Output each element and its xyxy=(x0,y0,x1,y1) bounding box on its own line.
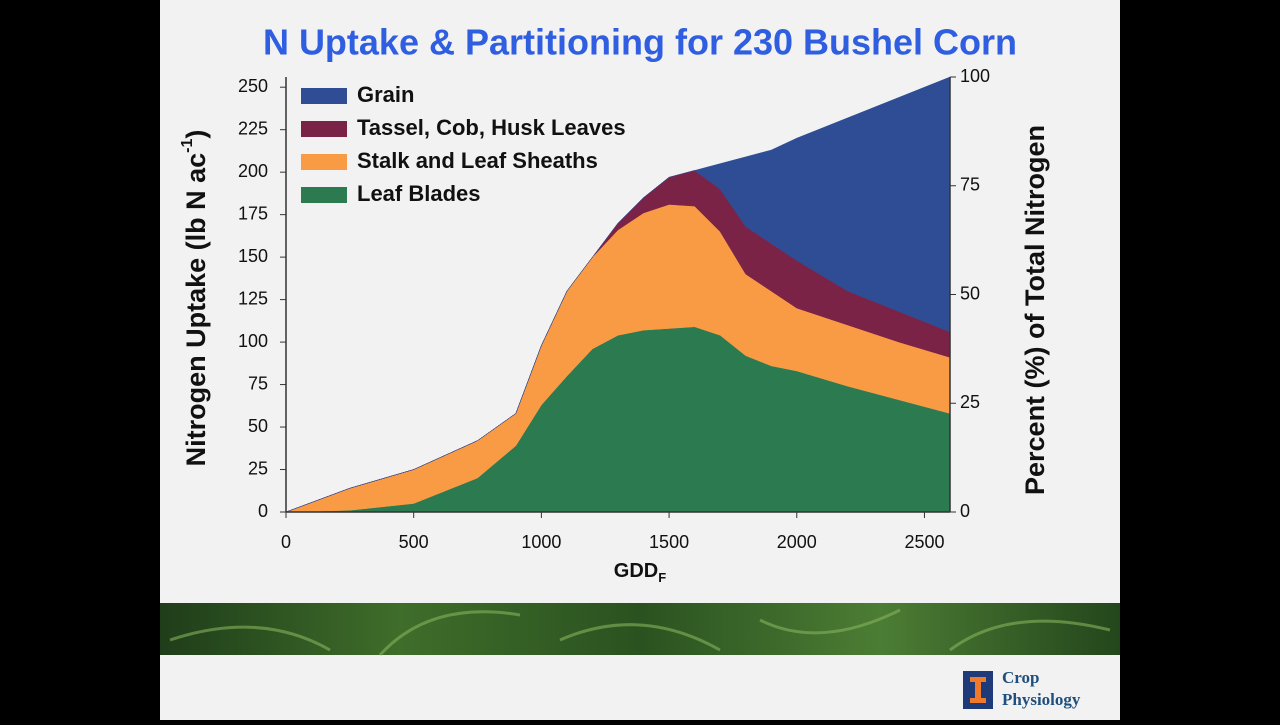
x-tick-label: 2000 xyxy=(777,532,817,552)
y-axis-label: Nitrogen Uptake (lb N ac-1) xyxy=(179,130,211,467)
x-label-sub: F xyxy=(658,570,666,585)
corn-banner xyxy=(160,603,1120,655)
x-label-text: GDD xyxy=(614,560,658,582)
legend-swatch xyxy=(301,88,347,104)
x-tick-label: 0 xyxy=(281,532,291,552)
logo-text: Crop xyxy=(1002,668,1039,687)
y-tick-label: 25 xyxy=(248,458,268,478)
y-tick-label: 125 xyxy=(238,288,268,308)
y-tick-label: 100 xyxy=(238,331,268,351)
x-tick-label: 1000 xyxy=(521,532,561,552)
x-tick-label: 2500 xyxy=(904,532,944,552)
legend-label: Tassel, Cob, Husk Leaves xyxy=(357,115,626,140)
y-label-sup: -1 xyxy=(179,139,196,153)
y2-tick-label: 75 xyxy=(960,175,980,195)
y-tick-label: 150 xyxy=(238,246,268,266)
logo-i xyxy=(970,677,986,703)
y-tick-label: 200 xyxy=(238,161,268,181)
y-label-suffix: ) xyxy=(181,130,211,139)
y-label-text: Nitrogen Uptake (lb N ac xyxy=(181,153,211,467)
y-tick-label: 175 xyxy=(238,203,268,223)
legend-label: Leaf Blades xyxy=(357,181,481,206)
legend-swatch xyxy=(301,121,347,137)
y-tick-label: 0 xyxy=(258,501,268,521)
y2-tick-label: 25 xyxy=(960,392,980,412)
y-tick-label: 225 xyxy=(238,118,268,138)
legend-label: Grain xyxy=(357,82,414,107)
legend-swatch xyxy=(301,154,347,170)
chart-title: N Uptake & Partitioning for 230 Bushel C… xyxy=(263,22,1017,63)
legend-swatch xyxy=(301,187,347,203)
y2-tick-label: 100 xyxy=(960,66,990,86)
x-tick-label: 1500 xyxy=(649,532,689,552)
y-tick-label: 250 xyxy=(238,76,268,96)
x-axis-label: GDDF xyxy=(614,560,666,585)
corn-leaves xyxy=(169,608,1111,657)
y2-axis-label: Percent (%) of Total Nitrogen xyxy=(1020,125,1050,495)
y2-tick-label: 50 xyxy=(960,283,980,303)
logo-text: Physiology xyxy=(1002,690,1081,709)
y-tick-label: 75 xyxy=(248,373,268,393)
x-tick-label: 500 xyxy=(399,532,429,552)
y-tick-label: 50 xyxy=(248,416,268,436)
legend-label: Stalk and Leaf Sheaths xyxy=(357,148,598,173)
y2-tick-label: 0 xyxy=(960,501,970,521)
logo: Crop Physiology xyxy=(963,668,1081,709)
